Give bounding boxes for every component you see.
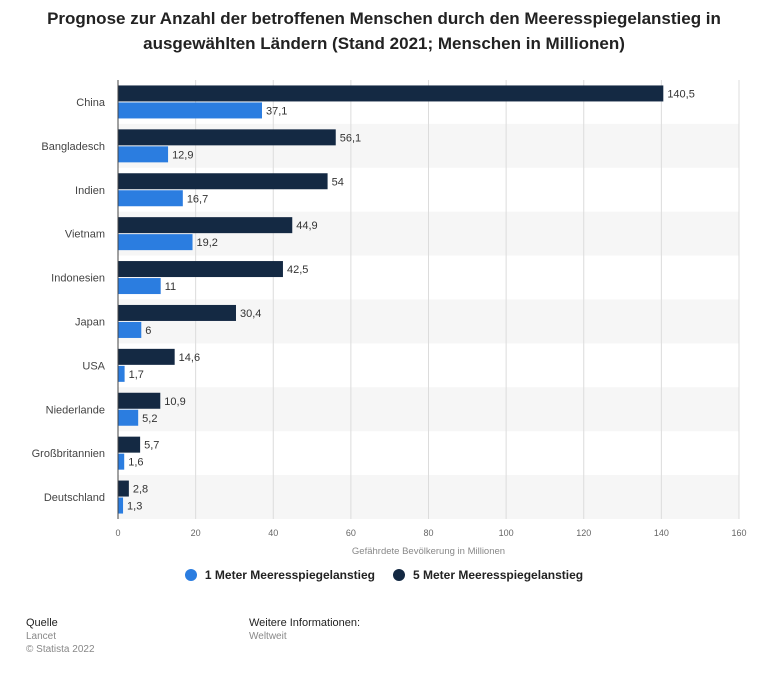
category-label: Großbritannien: [32, 448, 105, 460]
category-label: Japan: [75, 316, 105, 328]
copyright: © Statista 2022: [26, 644, 95, 655]
bar: [118, 146, 169, 163]
x-tick-label: 0: [115, 528, 120, 538]
bar: [118, 190, 183, 207]
legend-item-5m[interactable]: 5 Meter Meeresspiegelanstieg: [393, 568, 583, 582]
data-label: 1,3: [127, 501, 142, 513]
x-tick-label: 40: [268, 528, 278, 538]
category-label: Vietnam: [65, 229, 105, 241]
source-block: Quelle Lancet © Statista 2022: [26, 617, 95, 656]
x-tick-label: 160: [731, 528, 746, 538]
data-label: 14,6: [179, 352, 200, 364]
legend-dot-1m: [184, 569, 197, 581]
bar: [118, 173, 328, 190]
legend-item-1m[interactable]: 1 Meter Meeresspiegelanstieg: [184, 568, 375, 582]
x-axis-label: Gefährdete Bevölkerung in Millionen: [352, 546, 505, 557]
data-label: 2,8: [133, 484, 148, 496]
data-label: 6: [145, 325, 151, 337]
bar: [118, 278, 161, 295]
chart-title: Prognose zur Anzahl der betroffenen Mens…: [47, 9, 721, 53]
data-label: 30,4: [240, 308, 261, 320]
x-tick-label: 80: [423, 528, 433, 538]
category-label: Deutschland: [44, 492, 105, 504]
source-name: Lancet: [26, 631, 57, 642]
bar: [118, 129, 336, 146]
data-label: 5,7: [144, 440, 159, 452]
bar: [118, 85, 664, 102]
category-label: Niederlande: [46, 404, 105, 416]
data-label: 1,6: [128, 457, 143, 469]
data-label: 140,5: [667, 88, 695, 100]
bar: [118, 436, 141, 453]
data-label: 12,9: [172, 149, 193, 161]
bar: [118, 234, 193, 251]
category-label: Bangladesch: [41, 141, 105, 153]
x-tick-label: 100: [499, 528, 514, 538]
legend-label-5m: 5 Meter Meeresspiegelanstieg: [413, 568, 584, 582]
bar: [118, 497, 124, 514]
bar: [118, 102, 262, 119]
data-label: 56,1: [340, 132, 361, 144]
category-label: Indonesien: [51, 273, 105, 285]
data-label: 16,7: [187, 193, 208, 205]
bar: [118, 217, 293, 234]
bar: [118, 348, 175, 365]
category-label: Indien: [75, 185, 105, 197]
x-tick-label: 120: [576, 528, 591, 538]
bar: [118, 365, 125, 382]
x-tick-label: 20: [191, 528, 201, 538]
data-label: 11: [165, 281, 176, 293]
x-tick-label: 60: [346, 528, 356, 538]
category-label: China: [76, 97, 106, 109]
x-tick-label: 140: [654, 528, 669, 538]
legend-label-1m: 1 Meter Meeresspiegelanstieg: [204, 568, 375, 582]
bar: [118, 409, 139, 426]
bar: [118, 261, 283, 278]
data-label: 10,9: [164, 396, 185, 408]
bar: [118, 304, 236, 321]
data-label: 54: [332, 176, 344, 188]
legend-dot-5m: [393, 569, 405, 581]
data-label: 44,9: [296, 220, 317, 232]
legend: 1 Meter Meeresspiegelanstieg 5 Meter Mee…: [0, 568, 768, 582]
bar: [118, 453, 125, 470]
category-label: USA: [82, 360, 105, 372]
data-label: 42,5: [287, 264, 308, 276]
data-label: 1,7: [129, 369, 144, 381]
info-region: Weltweit: [249, 631, 287, 642]
data-label: 37,1: [266, 105, 287, 117]
data-label: 19,2: [197, 237, 218, 249]
bar: [118, 392, 161, 409]
data-label: 5,2: [142, 413, 157, 425]
bar: [118, 480, 129, 497]
info-block: Weitere Informationen: Weltweit: [249, 617, 360, 643]
info-heading: Weitere Informationen:: [249, 617, 361, 629]
bar: [118, 321, 142, 338]
source-heading: Quelle: [26, 617, 58, 629]
bar-chart: 0 20 40 60 80 100 120 140 160 Gefährdete Bevölker…: [32, 80, 747, 557]
